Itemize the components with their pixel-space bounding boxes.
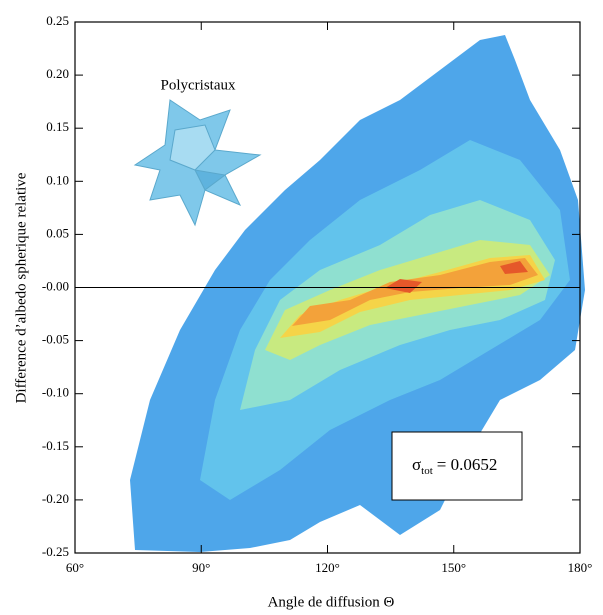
x-tick-label: 60° [66,560,84,575]
crystal-face [169,124,216,171]
contour-level [292,258,538,326]
y-tick-label: -0.15 [42,438,69,453]
x-tick-label: 180° [568,560,593,575]
contour-level [385,279,422,293]
x-axis-label: Angle de diffusion Θ [268,594,395,610]
y-tick-label: 0.25 [46,13,69,28]
annotation-symbol: σ [412,455,421,474]
y-tick-label: -0.05 [42,332,69,347]
y-tick-label: -0.00 [42,278,69,293]
y-tick-label: -0.20 [42,491,69,506]
contours [130,35,585,552]
contour-level [500,261,528,274]
y-axis-label: Difference d’albedo spherique relative [13,172,29,403]
y-tick-label: 0.15 [46,119,69,134]
inset-label: Polycristaux [161,77,236,93]
annotation-text: = 0.0652 [437,455,498,474]
y-tick-label: 0.20 [46,66,69,81]
annotation: σtot = 0.0652 [412,455,497,477]
crystal-face [194,169,227,191]
x-tick-label: 150° [441,560,466,575]
x-tick-label: 90° [192,560,210,575]
y-tick-label: -0.25 [42,544,69,559]
x-tick-label: 120° [315,560,340,575]
inset-crystal [133,99,262,227]
annotation-box [391,431,523,501]
annotation-subscript: tot [421,465,433,477]
y-tick-label: 0.05 [46,225,69,240]
y-tick-label: 0.10 [46,172,69,187]
y-tick-label: -0.10 [42,385,69,400]
